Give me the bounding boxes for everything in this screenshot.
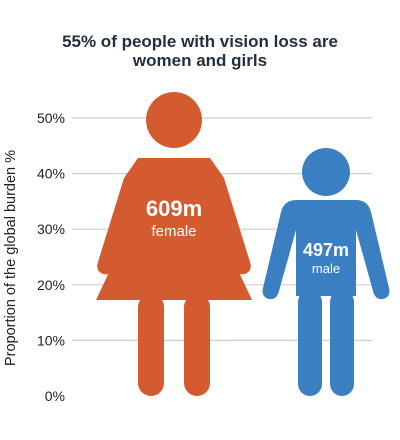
y-tick-label: 30%	[37, 221, 65, 237]
female-count-label: 609m	[146, 196, 202, 221]
y-tick-label: 40%	[37, 166, 65, 182]
male-figure-icon	[262, 148, 390, 396]
y-tick-label: 10%	[37, 332, 65, 348]
y-axis-label: Proportion of the global burden %	[3, 150, 19, 366]
male-series-label: male	[312, 261, 340, 276]
title-line-1: 55% of people with vision loss are	[62, 32, 338, 51]
chart-title: 55% of people with vision loss are women…	[62, 32, 338, 70]
male-count-label: 497m	[303, 240, 349, 260]
y-tick-label: 50%	[37, 110, 65, 126]
title-line-2: women and girls	[132, 51, 267, 70]
female-series-label: female	[151, 223, 196, 240]
y-axis-ticks: 0% 10% 20% 30% 40% 50%	[37, 110, 65, 404]
y-tick-label: 0%	[45, 388, 65, 404]
y-tick-label: 20%	[37, 277, 65, 293]
female-figure-icon	[96, 92, 252, 396]
